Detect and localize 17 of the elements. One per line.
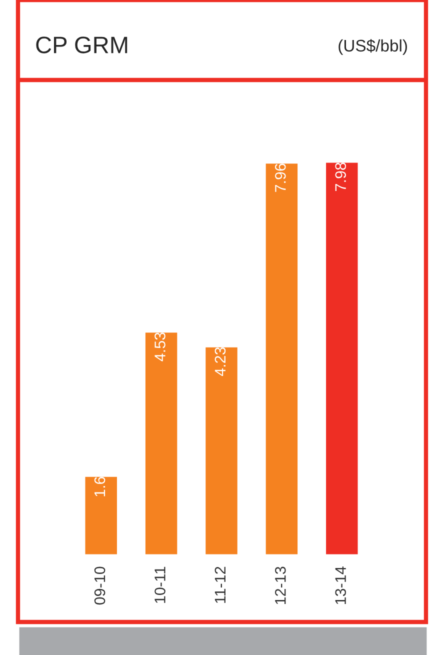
- bar: [84, 476, 118, 555]
- bar: [204, 346, 239, 555]
- data-label: 7.98: [335, 162, 346, 191]
- bar: [144, 331, 179, 555]
- x-tick-label: 11-12: [214, 566, 226, 603]
- bar: [324, 162, 360, 555]
- data-label: 1.6: [94, 476, 106, 496]
- data-label: 4.53: [154, 332, 166, 362]
- x-tick-label: 09-10: [94, 566, 106, 605]
- x-tick-label: 12-13: [274, 566, 286, 604]
- chart-subtitle: (US$/bbl): [338, 39, 407, 55]
- x-tick-label: 10-11: [154, 566, 166, 603]
- data-label: 7.96: [274, 164, 286, 192]
- data-label: 4.23: [214, 347, 226, 376]
- chart-title: CP GRM: [36, 36, 128, 54]
- bar: [264, 162, 299, 555]
- x-tick-label: 13-14: [335, 566, 346, 604]
